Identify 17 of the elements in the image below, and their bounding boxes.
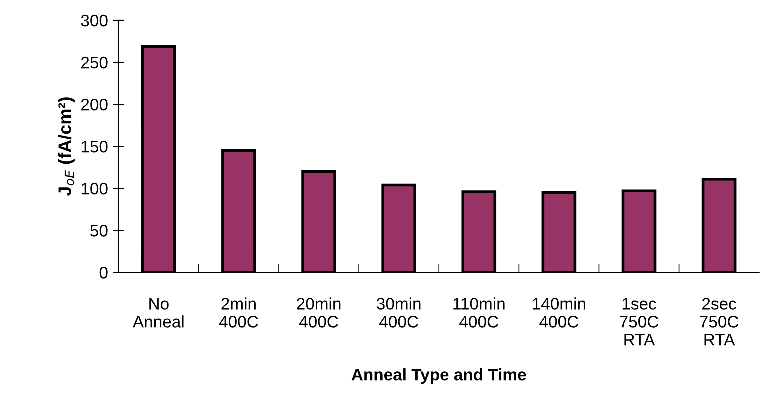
x-tick-label: 2min 400C — [219, 298, 258, 328]
x-tick-label: 140min 400C — [533, 298, 586, 328]
y-tick-label: 0 — [100, 267, 108, 279]
x-tick-label: No Anneal — [133, 298, 184, 328]
x-tick-label: 2sec 750C RTA — [700, 298, 739, 346]
y-tick-label: 50 — [90, 225, 108, 237]
y-tick-label: 250 — [82, 56, 108, 69]
y-tick-label: 150 — [82, 140, 108, 153]
y-tick-label: 200 — [82, 98, 108, 111]
x-tick-label: 20min 400C — [297, 298, 341, 328]
x-axis-title: Anneal Type and Time — [352, 368, 526, 384]
y-tick-label: 300 — [81, 14, 108, 27]
x-tick-label: 110min 400C — [454, 298, 505, 328]
y-axis-title: J$_{oE}$ (fA/cm²) — [58, 98, 75, 196]
x-tick-label: 1sec 750C RTA — [620, 298, 659, 346]
x-tick-label: 30min 400C — [377, 298, 421, 328]
y-tick-label: 100 — [82, 183, 108, 195]
